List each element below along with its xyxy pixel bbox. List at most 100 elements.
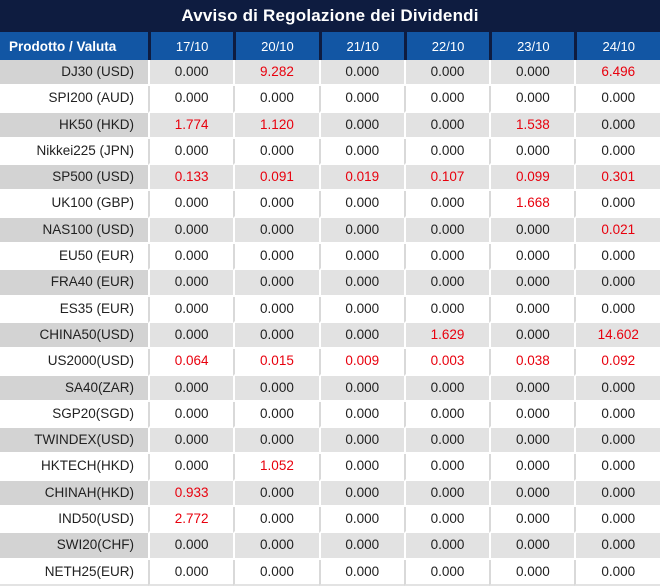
value-cell: 0.107 — [403, 165, 490, 192]
value-cell: 0.000 — [574, 270, 660, 297]
value-cell: 0.000 — [574, 244, 660, 271]
dividend-table: Prodotto / Valuta 17/10 20/10 21/10 22/1… — [0, 32, 660, 586]
column-header-product: Prodotto / Valuta — [0, 32, 148, 60]
value-cell: 0.091 — [233, 165, 319, 192]
product-cell: SA40(ZAR) — [0, 375, 148, 402]
value-cell: 0.000 — [318, 480, 404, 508]
value-cell: 0.000 — [489, 533, 575, 560]
table-row: SPI200 (AUD) 0.000 0.000 0.000 0.000 0.000 0.0… — [0, 86, 660, 113]
table-row: HKTECH(HKD) 0.000 1.052 0.000 0.000 0.000 0.00… — [0, 454, 660, 481]
value-cell: 0.000 — [403, 454, 490, 481]
value-cell: 0.000 — [148, 138, 234, 166]
value-cell: 0.000 — [318, 270, 404, 297]
value-cell: 0.000 — [403, 296, 490, 323]
value-cell: 0.000 — [318, 322, 404, 350]
value-cell: 0.000 — [318, 217, 404, 245]
value-cell: 0.000 — [574, 86, 660, 113]
value-cell: 0.000 — [489, 244, 575, 271]
value-cell: 0.000 — [148, 244, 234, 271]
value-cell: 0.000 — [489, 454, 575, 481]
table-row: TWINDEX(USD) 0.000 0.000 0.000 0.000 0.000 0.0… — [0, 428, 660, 455]
product-cell: HKTECH(HKD) — [0, 454, 148, 481]
value-cell: 2.772 — [148, 507, 234, 534]
value-cell: 0.000 — [489, 217, 575, 245]
value-cell: 0.000 — [489, 86, 575, 113]
value-cell: 0.000 — [403, 533, 490, 560]
value-cell: 0.000 — [489, 270, 575, 297]
product-cell: TWINDEX(USD) — [0, 428, 148, 455]
value-cell: 0.000 — [489, 322, 575, 350]
value-cell: 0.000 — [233, 244, 319, 271]
table-row: NAS100 (USD) 0.000 0.000 0.000 0.000 0.000 0.0… — [0, 217, 660, 245]
product-cell: NAS100 (USD) — [0, 217, 148, 245]
value-cell: 0.000 — [403, 428, 490, 455]
value-cell: 0.000 — [574, 401, 660, 429]
product-cell: CHINAH(HKD) — [0, 480, 148, 508]
product-cell: FRA40 (EUR) — [0, 270, 148, 297]
value-cell: 0.000 — [318, 375, 404, 402]
product-cell: HK50 (HKD) — [0, 112, 148, 139]
table-row: HK50 (HKD) 1.774 1.120 0.000 0.000 1.538 0.000 — [0, 112, 660, 139]
value-cell: 0.000 — [233, 86, 319, 113]
value-cell: 0.000 — [403, 270, 490, 297]
value-cell: 0.000 — [318, 507, 404, 534]
value-cell: 0.038 — [489, 349, 575, 376]
value-cell: 0.000 — [148, 454, 234, 481]
value-cell: 0.000 — [148, 375, 234, 402]
value-cell: 0.000 — [318, 86, 404, 113]
column-header-date: 21/10 — [318, 32, 404, 60]
value-cell: 0.000 — [489, 428, 575, 455]
value-cell: 0.000 — [318, 559, 404, 586]
value-cell: 0.000 — [233, 296, 319, 323]
column-header-date: 22/10 — [403, 32, 490, 60]
value-cell: 0.000 — [403, 375, 490, 402]
value-cell: 0.000 — [574, 112, 660, 139]
value-cell: 0.000 — [148, 559, 234, 586]
product-cell: NETH25(EUR) — [0, 559, 148, 586]
value-cell: 0.000 — [403, 244, 490, 271]
value-cell: 0.000 — [574, 533, 660, 560]
value-cell: 0.003 — [403, 349, 490, 376]
table-row: SA40(ZAR) 0.000 0.000 0.000 0.000 0.000 0.000 — [0, 375, 660, 402]
value-cell: 0.000 — [318, 533, 404, 560]
column-header-date: 24/10 — [574, 32, 660, 60]
value-cell: 0.000 — [574, 296, 660, 323]
value-cell: 0.000 — [489, 138, 575, 166]
value-cell: 0.000 — [233, 428, 319, 455]
product-cell: SPI200 (AUD) — [0, 86, 148, 113]
value-cell: 0.000 — [233, 375, 319, 402]
value-cell: 1.052 — [233, 454, 319, 481]
value-cell: 0.000 — [318, 60, 404, 87]
value-cell: 0.000 — [489, 296, 575, 323]
value-cell: 0.000 — [233, 217, 319, 245]
value-cell: 0.301 — [574, 165, 660, 192]
value-cell: 0.000 — [403, 191, 490, 218]
value-cell: 0.000 — [403, 86, 490, 113]
value-cell: 0.000 — [489, 559, 575, 586]
value-cell: 0.019 — [318, 165, 404, 192]
product-cell: IND50(USD) — [0, 507, 148, 534]
value-cell: 0.000 — [148, 191, 234, 218]
table-row: CHINAH(HKD) 0.933 0.000 0.000 0.000 0.000 0.00… — [0, 480, 660, 508]
value-cell: 1.629 — [403, 322, 490, 350]
table-row: EU50 (EUR) 0.000 0.000 0.000 0.000 0.000 0.000 — [0, 244, 660, 271]
product-cell: SGP20(SGD) — [0, 401, 148, 429]
value-cell: 0.015 — [233, 349, 319, 376]
value-cell: 0.000 — [574, 138, 660, 166]
value-cell: 0.000 — [318, 112, 404, 139]
product-cell: EU50 (EUR) — [0, 244, 148, 271]
value-cell: 0.000 — [233, 322, 319, 350]
value-cell: 0.000 — [318, 401, 404, 429]
value-cell: 0.000 — [318, 191, 404, 218]
value-cell: 0.000 — [148, 270, 234, 297]
value-cell: 1.668 — [489, 191, 575, 218]
table-header: Prodotto / Valuta 17/10 20/10 21/10 22/1… — [0, 32, 660, 60]
value-cell: 0.000 — [489, 401, 575, 429]
value-cell: 1.774 — [148, 112, 234, 139]
table-row: SGP20(SGD) 0.000 0.000 0.000 0.000 0.000 0.000 — [0, 401, 660, 429]
value-cell: 0.092 — [574, 349, 660, 376]
value-cell: 0.000 — [403, 559, 490, 586]
value-cell: 0.000 — [148, 296, 234, 323]
product-cell: ES35 (EUR) — [0, 296, 148, 323]
